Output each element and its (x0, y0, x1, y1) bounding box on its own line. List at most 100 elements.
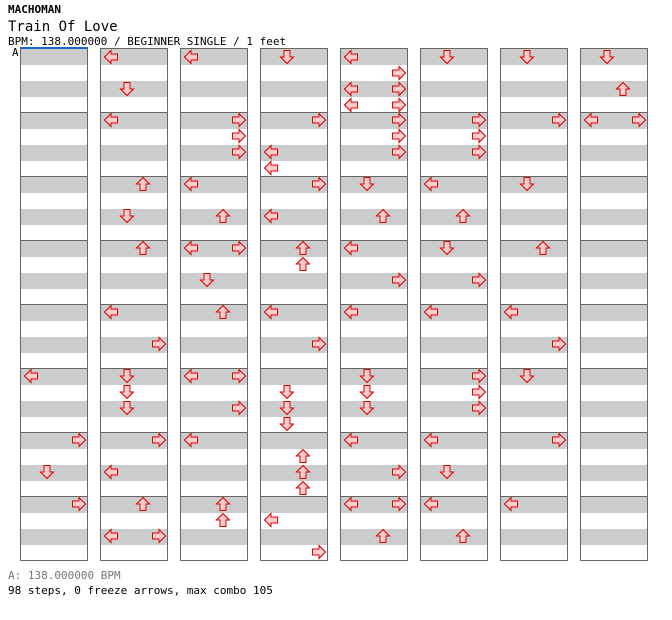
down-arrow-icon (279, 49, 295, 65)
left-arrow-icon (263, 512, 279, 528)
right-arrow-icon (471, 368, 487, 384)
left-arrow-icon (263, 160, 279, 176)
measure (181, 304, 247, 368)
left-arrow-icon (343, 97, 359, 113)
chart-summary: 98 steps, 0 freeze arrows, max combo 105 (8, 584, 273, 597)
measure (581, 432, 647, 496)
measure (341, 304, 407, 368)
measure (501, 240, 567, 304)
measure (501, 432, 567, 496)
measure (21, 240, 87, 304)
chart-column (20, 48, 88, 561)
right-arrow-icon (391, 272, 407, 288)
measure (421, 496, 487, 560)
measure (181, 176, 247, 240)
left-arrow-icon (583, 112, 599, 128)
up-arrow-icon (455, 208, 471, 224)
up-arrow-icon (215, 496, 231, 512)
left-arrow-icon (263, 208, 279, 224)
measure (181, 240, 247, 304)
measure (21, 112, 87, 176)
left-arrow-icon (103, 528, 119, 544)
down-arrow-icon (119, 208, 135, 224)
up-arrow-icon (375, 208, 391, 224)
right-arrow-icon (311, 544, 327, 560)
measure (341, 112, 407, 176)
left-arrow-icon (183, 240, 199, 256)
measure (181, 432, 247, 496)
down-arrow-icon (279, 384, 295, 400)
right-arrow-icon (151, 528, 167, 544)
down-arrow-icon (119, 400, 135, 416)
measure (261, 368, 327, 432)
left-arrow-icon (343, 240, 359, 256)
measure (341, 432, 407, 496)
left-arrow-icon (103, 49, 119, 65)
bpm-marker-label: A (12, 46, 19, 59)
down-arrow-icon (119, 368, 135, 384)
right-arrow-icon (391, 112, 407, 128)
song-title: Train Of Love (8, 19, 118, 35)
up-arrow-icon (295, 448, 311, 464)
left-arrow-icon (103, 112, 119, 128)
left-arrow-icon (423, 496, 439, 512)
measure (341, 240, 407, 304)
right-arrow-icon (311, 112, 327, 128)
measure (421, 240, 487, 304)
right-arrow-icon (231, 112, 247, 128)
right-arrow-icon (151, 432, 167, 448)
down-arrow-icon (359, 400, 375, 416)
measure (181, 112, 247, 176)
measure (501, 48, 567, 112)
measure (181, 496, 247, 560)
right-arrow-icon (231, 144, 247, 160)
chart-column (500, 48, 568, 561)
measure (581, 368, 647, 432)
right-arrow-icon (391, 65, 407, 81)
left-arrow-icon (183, 432, 199, 448)
measure (101, 368, 167, 432)
left-arrow-icon (343, 304, 359, 320)
measure (421, 432, 487, 496)
right-arrow-icon (391, 97, 407, 113)
down-arrow-icon (119, 81, 135, 97)
up-arrow-icon (615, 81, 631, 97)
left-arrow-icon (503, 304, 519, 320)
measure (101, 176, 167, 240)
measure (341, 176, 407, 240)
measure (581, 240, 647, 304)
left-arrow-icon (103, 464, 119, 480)
measure (501, 496, 567, 560)
right-arrow-icon (471, 384, 487, 400)
measure (261, 304, 327, 368)
up-arrow-icon (135, 176, 151, 192)
bpm-marker-line (20, 47, 88, 49)
chart-column (580, 48, 648, 561)
right-arrow-icon (311, 336, 327, 352)
bpm-legend: A: 138.000000 BPM (8, 569, 121, 582)
measure (581, 48, 647, 112)
right-arrow-icon (391, 464, 407, 480)
down-arrow-icon (279, 400, 295, 416)
up-arrow-icon (455, 528, 471, 544)
down-arrow-icon (519, 49, 535, 65)
right-arrow-icon (631, 112, 647, 128)
left-arrow-icon (23, 368, 39, 384)
chart-column (100, 48, 168, 561)
right-arrow-icon (551, 432, 567, 448)
measure (261, 432, 327, 496)
up-arrow-icon (215, 512, 231, 528)
left-arrow-icon (343, 81, 359, 97)
measure (261, 48, 327, 112)
left-arrow-icon (423, 304, 439, 320)
measure (421, 304, 487, 368)
right-arrow-icon (231, 400, 247, 416)
measure (421, 176, 487, 240)
chart-column (420, 48, 488, 561)
down-arrow-icon (519, 176, 535, 192)
measure (341, 368, 407, 432)
measure (501, 176, 567, 240)
up-arrow-icon (215, 208, 231, 224)
measure (421, 368, 487, 432)
right-arrow-icon (231, 128, 247, 144)
